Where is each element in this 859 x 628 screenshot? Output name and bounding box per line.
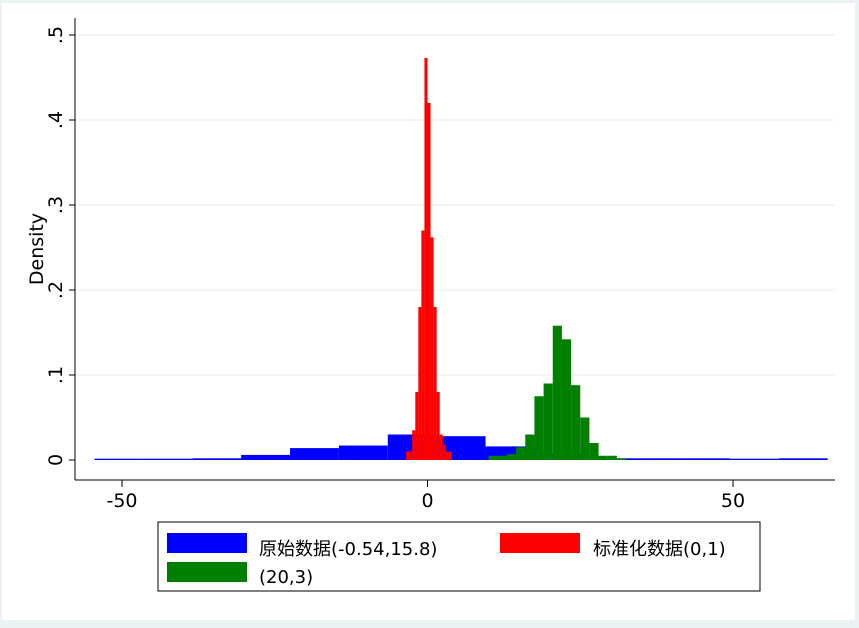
histogram-bar — [143, 458, 193, 460]
histogram-bar — [580, 417, 590, 460]
histogram-bar — [436, 392, 440, 460]
y-tick-label: .1 — [45, 366, 67, 384]
legend-swatch — [500, 533, 580, 553]
histogram-bar — [571, 385, 581, 460]
x-ticks: -50 0 50 — [106, 480, 745, 512]
series-1 — [406, 57, 452, 460]
histogram-bar — [415, 392, 419, 460]
y-tick-label: 0 — [45, 454, 67, 466]
histogram-bar — [729, 458, 779, 460]
histogram-bar — [421, 230, 425, 460]
x-tick-label: 0 — [421, 490, 433, 512]
histogram-bar — [607, 455, 617, 460]
histogram-bar — [561, 339, 572, 460]
histogram-bar — [192, 458, 242, 460]
x-tick-label: -50 — [106, 490, 137, 512]
y-tick-label: .4 — [45, 111, 67, 129]
plot-area — [75, 18, 835, 480]
histogram-bar — [406, 451, 410, 460]
y-tick-label: .3 — [45, 196, 67, 214]
histogram-bar — [338, 445, 388, 460]
histogram-bar — [681, 458, 730, 460]
histogram-bar — [488, 455, 498, 460]
histogram-bar — [424, 57, 428, 460]
histogram-bar — [632, 458, 682, 460]
legend-box — [157, 521, 761, 592]
histogram-bar — [448, 451, 452, 460]
gridlines — [75, 34, 835, 376]
histogram-bar — [290, 448, 339, 460]
histogram-bar — [433, 307, 437, 460]
y-ticks: 0 .1 .2 .3 .4 .5 — [45, 26, 75, 466]
histogram-bar — [525, 434, 535, 460]
legend-swatch — [167, 533, 247, 553]
histogram-bar — [412, 430, 416, 460]
legend-label: 标准化数据(0,1) — [593, 539, 726, 560]
legend-label: (20,3) — [259, 567, 313, 588]
histogram-bar — [439, 434, 443, 460]
series-2 — [488, 325, 627, 460]
histogram-bar — [598, 455, 608, 460]
histogram-bar — [418, 307, 422, 460]
histogram-bar — [430, 237, 434, 460]
legend-swatch — [167, 562, 247, 582]
histogram-bar — [427, 103, 431, 460]
histogram-bar — [516, 447, 526, 460]
histogram-bar — [552, 325, 562, 460]
histogram-bar — [506, 454, 517, 460]
histogram-bar — [442, 444, 446, 460]
bars-layer — [94, 57, 828, 460]
histogram-bar — [497, 455, 507, 460]
legend-label: 原始数据(-0.54,15.8) — [259, 539, 437, 560]
histogram-bar — [534, 396, 544, 460]
legend: 原始数据(-0.54,15.8) 标准化数据(0,1) (20,3) — [157, 521, 761, 592]
histogram-bar — [589, 443, 599, 460]
y-axis-label: Density — [26, 213, 48, 285]
y-tick-label: .5 — [45, 26, 67, 44]
x-tick-label: 50 — [721, 490, 745, 512]
axes — [74, 18, 835, 481]
y-tick-label: .2 — [45, 281, 67, 299]
histogram-bar — [445, 451, 449, 460]
histogram-bar — [778, 458, 828, 460]
histogram-bar — [616, 458, 627, 460]
histogram-bar — [241, 454, 291, 460]
histogram-bar — [94, 458, 144, 460]
histogram-bar — [409, 451, 413, 460]
histogram-bar — [543, 383, 553, 460]
